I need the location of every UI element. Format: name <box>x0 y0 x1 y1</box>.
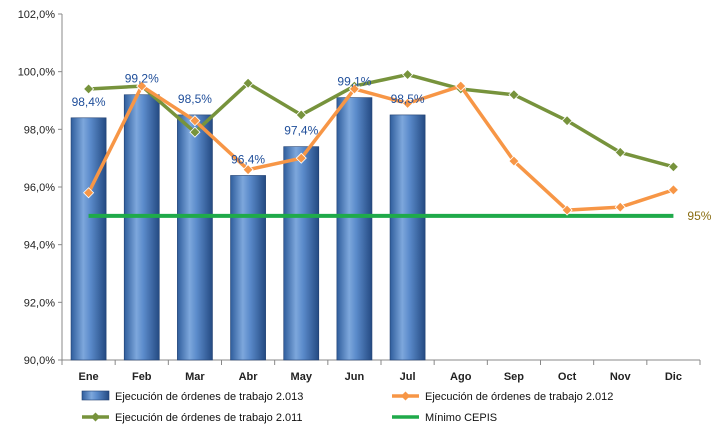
series-point <box>402 68 414 81</box>
axes: 90,0% 92,0% 94,0% 96,0% 98,0% 100,0% 102,0% Ene… <box>18 9 701 383</box>
series-point <box>83 83 95 95</box>
legend-label: Mínimo CEPIS <box>425 412 497 424</box>
data-labels: 95% 98,4% 99,2% 98,5% 96,4% 97,4% 99,1% 98,5% <box>72 72 712 223</box>
legend-marker <box>91 412 100 422</box>
y-tick-label: 94,0% <box>24 240 55 252</box>
series-point <box>508 89 520 101</box>
series-line <box>87 84 674 212</box>
series-point <box>242 77 254 89</box>
bar-series <box>70 94 426 361</box>
y-tick-label: 100,0% <box>18 67 56 79</box>
legend-label: Ejecución de órdenes de trabajo 2.011 <box>115 412 303 424</box>
data-label: 99,1% <box>337 75 371 89</box>
series-point <box>667 161 679 173</box>
reference-label: 95% <box>687 209 711 223</box>
series-point <box>402 97 414 109</box>
x-tick-label: Abr <box>239 371 259 383</box>
y-tick-label: 90,0% <box>24 355 55 367</box>
bar <box>70 117 107 361</box>
x-tick-label: Sep <box>504 371 524 383</box>
x-tick-label: Oct <box>558 371 577 383</box>
x-tick-label: Nov <box>610 371 632 383</box>
series-point <box>614 146 626 158</box>
x-tick-label: Feb <box>132 371 152 383</box>
legend-label: Ejecución de órdenes de trabajo 2.013 <box>115 391 303 403</box>
series-point <box>348 83 360 95</box>
legend: Ejecución de órdenes de trabajo 2.013 Eje… <box>81 390 613 424</box>
series-point <box>667 184 679 196</box>
series-point <box>561 115 573 127</box>
data-label: 98,5% <box>178 92 212 106</box>
bar <box>283 146 320 361</box>
series-point <box>83 187 95 199</box>
x-tick-label: Dic <box>665 371 682 383</box>
series-point <box>189 115 201 127</box>
legend-swatch <box>81 390 110 401</box>
series-point <box>561 204 573 216</box>
data-label: 98,5% <box>391 92 425 106</box>
bar <box>336 97 373 361</box>
y-tick-label: 98,0% <box>24 124 55 136</box>
x-tick-label: Ene <box>78 371 98 383</box>
series-line <box>88 72 674 169</box>
x-tick-label: Ago <box>450 371 472 383</box>
line-series <box>83 68 679 218</box>
series-point <box>508 155 520 167</box>
x-tick-label: Jun <box>345 371 365 383</box>
y-tick-label: 102,0% <box>18 9 56 21</box>
legend-marker <box>401 391 410 401</box>
data-label: 99,2% <box>125 72 159 86</box>
series-point <box>614 201 626 213</box>
data-label: 98,4% <box>72 95 106 109</box>
y-tick-label: 96,0% <box>24 182 55 194</box>
series-point <box>455 80 467 92</box>
data-label: 96,4% <box>231 152 265 166</box>
series-point <box>295 152 307 164</box>
data-label: 97,4% <box>284 124 318 138</box>
bar <box>389 114 426 361</box>
series-point <box>242 164 254 176</box>
bar <box>123 94 160 361</box>
y-tick-label: 92,0% <box>24 297 55 309</box>
series-point <box>189 126 201 138</box>
x-tick-label: Jul <box>400 371 416 383</box>
series-point <box>295 109 307 121</box>
x-tick-label: May <box>291 371 313 383</box>
series-point <box>136 80 148 92</box>
x-tick-label: Mar <box>185 371 205 383</box>
bar <box>177 114 213 361</box>
bar <box>230 175 266 361</box>
legend-label: Ejecución de órdenes de trabajo 2.012 <box>425 391 613 403</box>
